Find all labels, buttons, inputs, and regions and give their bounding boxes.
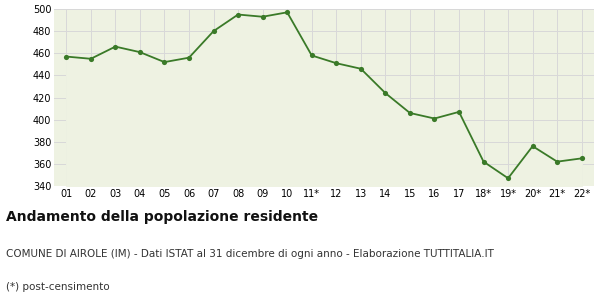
- Point: [209, 29, 218, 34]
- Point: [110, 44, 120, 49]
- Point: [577, 156, 587, 161]
- Point: [258, 14, 268, 19]
- Point: [479, 159, 488, 164]
- Point: [380, 91, 390, 95]
- Point: [160, 60, 169, 64]
- Point: [135, 50, 145, 55]
- Point: [405, 111, 415, 116]
- Point: [331, 61, 341, 66]
- Point: [184, 55, 194, 60]
- Point: [528, 144, 538, 148]
- Point: [430, 116, 439, 121]
- Point: [553, 159, 562, 164]
- Point: [61, 54, 71, 59]
- Point: [283, 10, 292, 15]
- Point: [454, 110, 464, 114]
- Point: [356, 66, 365, 71]
- Point: [86, 56, 95, 61]
- Point: [307, 53, 317, 58]
- Text: (*) post-censimento: (*) post-censimento: [6, 282, 110, 292]
- Text: Andamento della popolazione residente: Andamento della popolazione residente: [6, 210, 318, 224]
- Point: [233, 12, 243, 17]
- Point: [503, 176, 513, 181]
- Text: COMUNE DI AIROLE (IM) - Dati ISTAT al 31 dicembre di ogni anno - Elaborazione TU: COMUNE DI AIROLE (IM) - Dati ISTAT al 31…: [6, 249, 494, 259]
